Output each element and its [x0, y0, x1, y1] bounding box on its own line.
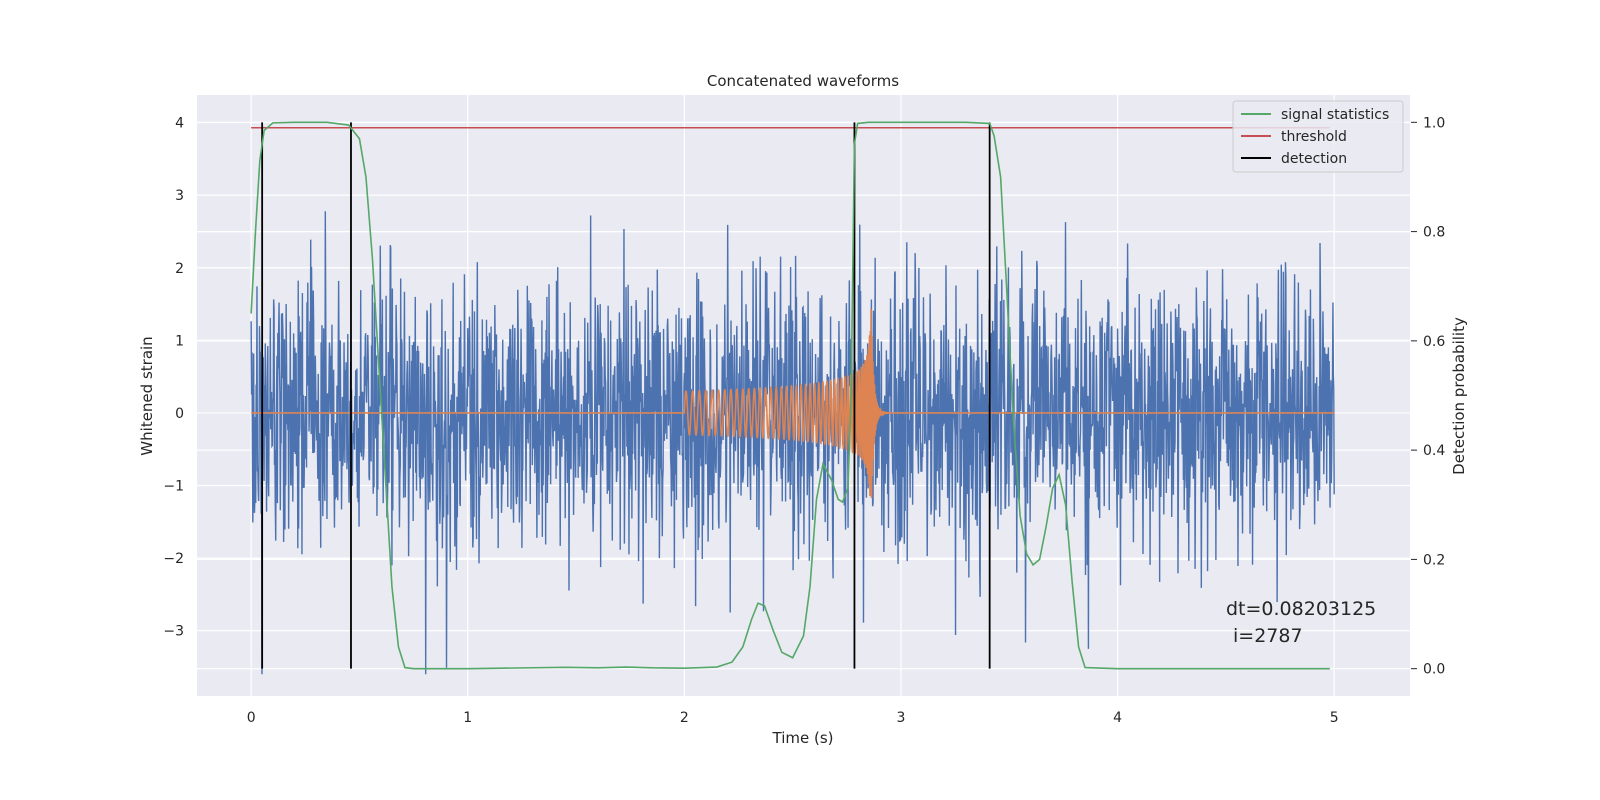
x-axis-label: Time (s): [772, 729, 834, 747]
annotation-index: i=2787: [1233, 625, 1303, 647]
left-tick-label: 1: [175, 333, 184, 349]
x-tick-label: 4: [1113, 710, 1122, 726]
x-tick-label: 1: [463, 710, 472, 726]
legend-label-threshold: threshold: [1281, 129, 1347, 145]
left-tick-label: 0: [175, 406, 184, 422]
legend: signal statistics threshold detection: [1232, 100, 1404, 173]
right-tick-label: 0.8: [1423, 225, 1445, 241]
right-tick-label: 1.0: [1423, 115, 1445, 131]
left-tick-label: 3: [175, 188, 184, 204]
left-tick-label: 4: [175, 116, 184, 132]
x-tick-label: 3: [897, 710, 906, 726]
whitened-strain-series: [250, 211, 1335, 675]
left-tick-label: −2: [163, 551, 184, 567]
x-tick-label: 5: [1330, 710, 1339, 726]
left-axis-label: Whitened strain: [138, 336, 156, 455]
right-axis-ticks: 0.0 0.2 0.4 0.6 0.8 1.0: [1411, 115, 1445, 678]
x-tick-label: 0: [247, 710, 256, 726]
x-axis-ticks: 0 1 2 3 4 5: [247, 710, 1339, 726]
right-tick-label: 0.4: [1423, 443, 1445, 459]
right-tick-label: 0.6: [1423, 334, 1445, 350]
x-tick-label: 2: [680, 710, 689, 726]
left-tick-label: −3: [163, 624, 184, 640]
left-tick-label: 2: [175, 261, 184, 277]
right-axis-label: Detection probability: [1450, 317, 1468, 475]
chart-title: Concatenated waveforms: [707, 72, 899, 90]
left-axis-ticks: −3 −2 −1 0 1 2 3 4: [163, 116, 184, 640]
legend-label-detection: detection: [1281, 151, 1347, 167]
annotation-dt: dt=0.08203125: [1226, 598, 1376, 620]
right-tick-label: 0.2: [1423, 552, 1445, 568]
signal-statistics-series: [250, 121, 1330, 670]
left-tick-label: −1: [163, 479, 184, 495]
legend-label-signal-statistics: signal statistics: [1281, 107, 1389, 123]
detection-lines: [261, 122, 991, 669]
legend-box: [1232, 100, 1404, 173]
right-tick-label: 0.0: [1423, 662, 1445, 678]
